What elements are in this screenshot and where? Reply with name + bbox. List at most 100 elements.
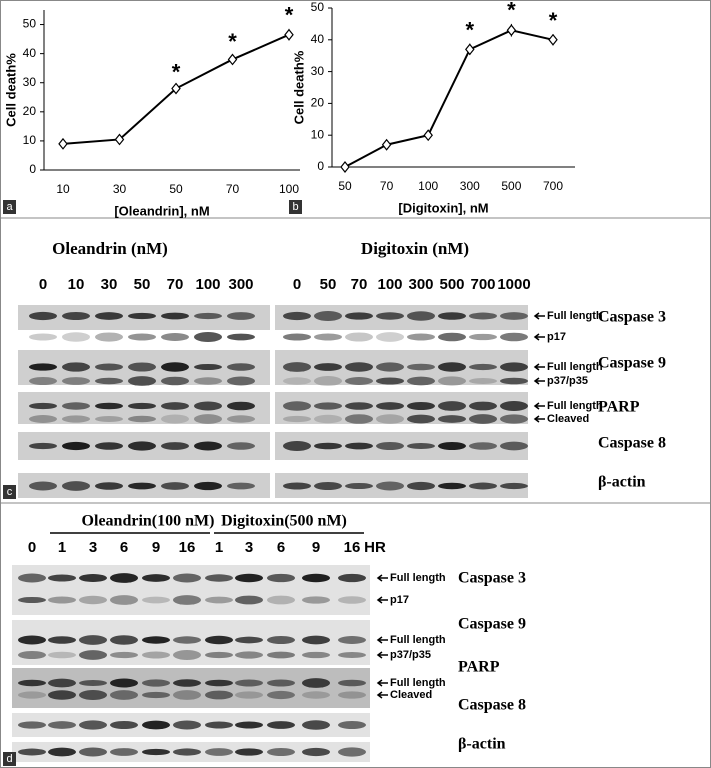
- blot-band: [338, 721, 366, 729]
- blot-band: [161, 402, 189, 410]
- blot-band: [338, 636, 366, 644]
- x-tick-label: 70: [226, 182, 240, 196]
- x-tick-label: 100: [418, 179, 438, 193]
- lane-label: 0: [39, 276, 47, 293]
- blot-band: [283, 311, 311, 321]
- blot-band: [48, 678, 76, 688]
- blot-band: [161, 482, 189, 490]
- blot-band: [438, 362, 466, 372]
- blot-band: [128, 415, 156, 423]
- lane-label: 1: [215, 539, 223, 556]
- blot-band: [283, 377, 311, 385]
- blot-band: [194, 363, 222, 371]
- blot-band: [235, 595, 263, 605]
- y-tick-label: 30: [311, 64, 325, 78]
- blot-band: [227, 333, 255, 341]
- blot-band: [29, 402, 57, 410]
- blot-band: [110, 720, 138, 730]
- blot-band: [173, 748, 201, 756]
- blot-band: [29, 377, 57, 385]
- blot-band: [173, 720, 201, 730]
- blot-band: [438, 376, 466, 386]
- lane-label: 6: [277, 539, 285, 556]
- blot-band: [267, 573, 295, 583]
- protein-label: β-actin: [458, 736, 506, 753]
- blot-band: [79, 690, 107, 700]
- blot-band: [29, 311, 57, 321]
- blot-band: [18, 748, 46, 756]
- blot-band: [345, 414, 373, 424]
- blot-band: [142, 574, 170, 582]
- blot-band: [161, 414, 189, 424]
- data-point: [548, 33, 558, 46]
- blot-band: [407, 311, 435, 321]
- y-tick-label: 30: [23, 75, 37, 89]
- blot-band: [110, 595, 138, 605]
- blot-band: [48, 596, 76, 604]
- y-tick-label: 10: [23, 133, 37, 147]
- blot-band: [205, 679, 233, 687]
- x-tick-label: 100: [279, 182, 299, 196]
- arrow: [533, 402, 545, 410]
- blot-band: [500, 362, 528, 372]
- blot-band: [173, 650, 201, 660]
- blot-band: [18, 596, 46, 604]
- arrow: [376, 636, 388, 644]
- band-label: Cleaved: [547, 413, 589, 425]
- blot-band: [345, 482, 373, 490]
- blot-band: [194, 441, 222, 451]
- blot-band: [407, 402, 435, 410]
- blot-band: [345, 402, 373, 410]
- blot-band: [62, 377, 90, 385]
- blot-band: [302, 635, 330, 645]
- significance-marker: *: [228, 29, 237, 54]
- data-point: [227, 53, 238, 66]
- blot-band: [376, 332, 404, 342]
- blot-band: [500, 377, 528, 385]
- blot-band: [142, 679, 170, 687]
- blot-band: [161, 333, 189, 341]
- blot-band: [314, 333, 342, 341]
- blot-band: [407, 442, 435, 450]
- y-axis-label: Cell death%: [3, 53, 18, 127]
- blot-band: [110, 635, 138, 645]
- band-label: Full length: [390, 634, 446, 646]
- panel-label: c: [7, 486, 13, 498]
- blot-band: [302, 747, 330, 757]
- blot-band: [161, 376, 189, 386]
- blot-band: [79, 595, 107, 605]
- blot-band: [302, 691, 330, 699]
- blot-band: [267, 595, 295, 605]
- data-point: [171, 82, 181, 95]
- blot-band: [95, 332, 123, 342]
- blot-band: [95, 482, 123, 490]
- data-point: [465, 43, 475, 56]
- blot-band: [235, 679, 263, 687]
- blot-band: [500, 482, 528, 490]
- panel-label-box: [3, 485, 16, 499]
- blot-band: [128, 482, 156, 490]
- protein-label: Caspase 3: [598, 309, 666, 326]
- blot-band: [283, 441, 311, 451]
- panel-label: d: [6, 753, 12, 765]
- blot-band: [29, 481, 57, 491]
- x-tick-label: 500: [501, 179, 521, 193]
- panel-label: b: [292, 201, 298, 213]
- blot-band: [314, 402, 342, 410]
- blot-band: [161, 362, 189, 372]
- blot-band: [302, 573, 330, 583]
- blot-band: [18, 679, 46, 687]
- lane-label: 300: [228, 276, 253, 293]
- blot-band: [469, 414, 497, 424]
- blot-band: [227, 482, 255, 490]
- blot-band: [500, 312, 528, 320]
- blot-band: [235, 721, 263, 729]
- blot-band: [110, 690, 138, 700]
- band-label: p37/p35: [390, 649, 431, 661]
- blot-band: [235, 651, 263, 659]
- blot-band: [227, 401, 255, 411]
- blot-band: [79, 574, 107, 582]
- blot-band: [95, 363, 123, 371]
- lane-label: 700: [470, 276, 495, 293]
- blot-band: [345, 377, 373, 385]
